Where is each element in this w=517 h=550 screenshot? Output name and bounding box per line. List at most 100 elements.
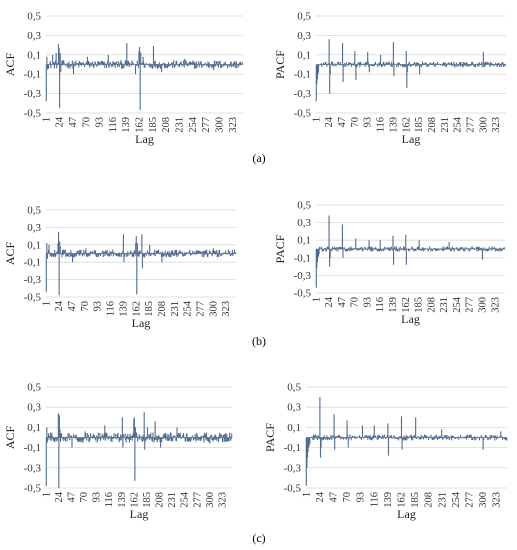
x-tick-label: 323 bbox=[217, 492, 228, 508]
x-tick-label: 277 bbox=[465, 297, 476, 313]
y-tick-label: -0,3 bbox=[294, 270, 312, 282]
x-tick-label: 208 bbox=[427, 117, 438, 133]
x-axis-title: Lag bbox=[401, 312, 420, 326]
x-tick-label: 254 bbox=[451, 491, 462, 508]
y-tick-label: 0,3 bbox=[297, 217, 311, 229]
y-tick-label: -0,5 bbox=[24, 108, 42, 120]
x-tick-label: 277 bbox=[466, 117, 477, 133]
x-tick-label: 231 bbox=[167, 492, 178, 508]
x-tick-label: 70 bbox=[350, 297, 361, 308]
x-tick-label: 1 bbox=[311, 297, 322, 302]
y-tick-label: -0,1 bbox=[294, 69, 311, 81]
x-tick-label: 47 bbox=[328, 492, 339, 503]
y-tick-label: 0,3 bbox=[27, 30, 41, 42]
y-tick-label: -0,1 bbox=[284, 442, 301, 454]
x-tick-label: 254 bbox=[180, 491, 191, 508]
x-tick-label: 323 bbox=[228, 117, 239, 133]
y-tick-label: -0,5 bbox=[294, 108, 312, 120]
y-tick-label: 0,1 bbox=[287, 422, 301, 434]
y-tick-label: 0,1 bbox=[27, 239, 41, 251]
y-tick-label: 0,3 bbox=[287, 402, 301, 414]
chart-c-pacf: 0,5 0,3 0,1 -0,1 -0,3 -0,51 24 47 70 93 116 139 162 1… bbox=[263, 382, 508, 521]
x-tick-label: 1 bbox=[301, 492, 312, 497]
x-axis-title: Lag bbox=[130, 507, 149, 521]
x-tick-label: 116 bbox=[375, 297, 386, 312]
y-tick-label: -0,5 bbox=[284, 483, 302, 495]
y-tick-label: -0,3 bbox=[294, 88, 312, 100]
y-axis-title: ACF bbox=[3, 426, 17, 450]
x-tick-label: 300 bbox=[478, 492, 489, 508]
chart-a-pacf: 0,5 0,3 0,1 -0,1 -0,3 -0,51 24 47 70 93 116 139 162 1… bbox=[273, 11, 507, 146]
x-tick-label: 254 bbox=[188, 116, 199, 133]
x-tick-label: 277 bbox=[464, 492, 475, 508]
y-axis-title: ACF bbox=[3, 242, 17, 266]
y-tick-label: -0,3 bbox=[24, 274, 42, 286]
y-tick-label: 0,3 bbox=[297, 30, 311, 42]
x-tick-label: 323 bbox=[491, 117, 502, 133]
bars bbox=[315, 39, 507, 102]
x-tick-label: 231 bbox=[440, 117, 451, 133]
x-tick-label: 300 bbox=[477, 297, 488, 313]
x-axis-title: Lag bbox=[397, 507, 416, 521]
x-tick-label: 208 bbox=[424, 492, 435, 508]
x-tick-label: 162 bbox=[401, 297, 412, 313]
x-axis-title: Lag bbox=[132, 316, 151, 330]
y-tick-label: -0,1 bbox=[24, 257, 41, 269]
caption-b: (b) bbox=[252, 334, 266, 348]
x-tick-label: 185 bbox=[414, 297, 425, 313]
x-tick-label: 323 bbox=[490, 297, 501, 313]
y-tick-label: -0,1 bbox=[294, 252, 311, 264]
x-tick-label: 93 bbox=[356, 492, 367, 503]
y-tick-label: 0,3 bbox=[27, 222, 41, 234]
x-tick-label: 116 bbox=[369, 492, 380, 507]
bars bbox=[45, 43, 244, 111]
x-tick-label: 93 bbox=[93, 301, 104, 312]
x-tick-label: 162 bbox=[396, 492, 407, 508]
bars bbox=[45, 412, 233, 488]
y-axis-title: PACF bbox=[263, 423, 277, 452]
x-tick-label: 185 bbox=[148, 117, 159, 133]
y-tick-label: 0,3 bbox=[27, 402, 41, 414]
x-tick-label: 47 bbox=[66, 492, 77, 503]
x-tick-label: 185 bbox=[410, 492, 421, 508]
x-tick-label: 70 bbox=[80, 301, 91, 312]
x-tick-label: 139 bbox=[388, 117, 399, 133]
chart-b-pacf: 0,5 0,3 0,1 -0,1 -0,3 -0,51 24 47 70 93 116 139 162 1… bbox=[273, 200, 506, 326]
x-tick-label: 300 bbox=[478, 117, 489, 133]
caption-a: (a) bbox=[252, 151, 265, 165]
x-tick-label: 47 bbox=[67, 301, 78, 312]
x-tick-label: 185 bbox=[144, 301, 155, 317]
x-tick-label: 70 bbox=[350, 117, 361, 128]
y-axis-title: ACF bbox=[3, 53, 17, 77]
x-tick-label: 231 bbox=[437, 492, 448, 508]
x-tick-label: 300 bbox=[208, 301, 219, 317]
bars bbox=[45, 231, 237, 296]
x-tick-label: 231 bbox=[175, 117, 186, 133]
x-tick-label: 70 bbox=[81, 117, 92, 128]
y-tick-label: 0,1 bbox=[297, 235, 311, 247]
x-tick-label: 139 bbox=[121, 117, 132, 133]
x-tick-label: 116 bbox=[376, 117, 387, 132]
x-tick-label: 277 bbox=[201, 117, 212, 133]
bars bbox=[315, 215, 506, 288]
x-tick-label: 323 bbox=[221, 301, 232, 317]
x-tick-label: 116 bbox=[104, 492, 115, 507]
x-tick-label: 47 bbox=[337, 297, 348, 308]
x-tick-label: 254 bbox=[452, 296, 463, 313]
x-tick-label: 300 bbox=[215, 117, 226, 133]
x-tick-label: 93 bbox=[362, 297, 373, 308]
x-tick-label: 24 bbox=[324, 116, 335, 127]
x-tick-label: 139 bbox=[383, 492, 394, 508]
y-tick-label: -0,1 bbox=[24, 442, 41, 454]
x-tick-label: 1 bbox=[41, 492, 52, 497]
x-tick-label: 70 bbox=[342, 492, 353, 503]
x-tick-label: 185 bbox=[142, 492, 153, 508]
x-tick-label: 162 bbox=[129, 492, 140, 508]
x-tick-label: 24 bbox=[324, 296, 335, 307]
chart-c-acf: 0,5 0,3 0,1 -0,1 -0,3 -0,51 24 47 70 93 116 139 162 1… bbox=[3, 382, 233, 521]
y-tick-label: 0,5 bbox=[27, 11, 41, 23]
y-tick-label: -0,5 bbox=[24, 292, 42, 304]
y-tick-label: 0,5 bbox=[27, 205, 41, 217]
y-tick-label: 0,1 bbox=[297, 49, 311, 61]
